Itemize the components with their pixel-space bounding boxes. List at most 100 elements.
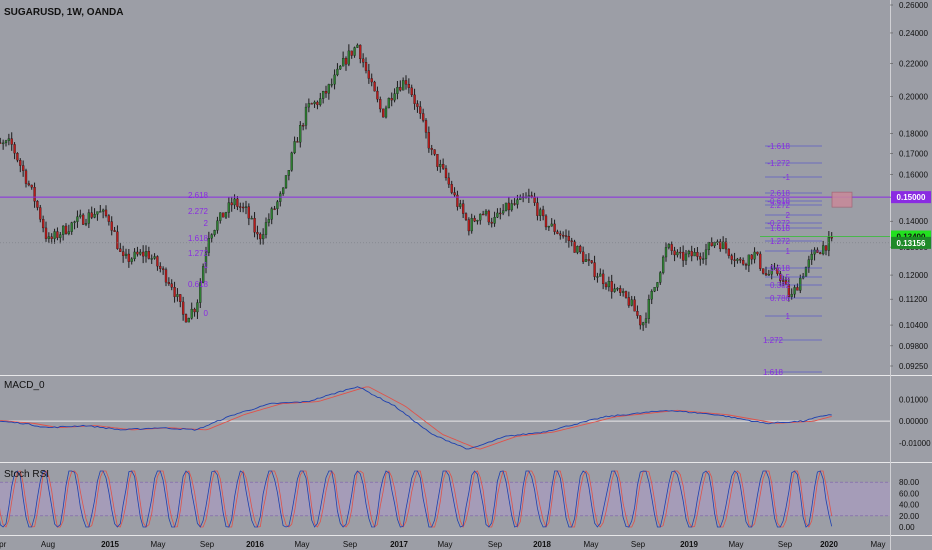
time-axis-label: May (294, 540, 309, 549)
candle-up (684, 253, 688, 261)
time-axis-label: May (150, 540, 165, 549)
candle-up (327, 84, 331, 94)
candle-up (130, 258, 133, 262)
price-tick-label: 0.17000 (899, 149, 928, 158)
candle-up (401, 80, 405, 91)
candle-up (547, 225, 551, 228)
candle-up (124, 253, 128, 256)
candle-up (196, 302, 199, 313)
time-axis-label: May (728, 540, 743, 549)
candle-down (627, 297, 631, 306)
price-tick-label: 0.16000 (899, 171, 928, 180)
candle-up (187, 318, 191, 323)
candle-up (356, 44, 359, 48)
candle-up (584, 259, 588, 262)
candle-down (373, 81, 376, 92)
candle-up (281, 187, 285, 194)
candle-down (27, 183, 31, 186)
time-axis-label: 2020 (820, 540, 838, 549)
candle-down (816, 249, 819, 253)
candle-down (404, 80, 408, 85)
candle-down (567, 236, 571, 241)
candle-up (804, 267, 808, 277)
time-axis-label: Sep (631, 540, 646, 549)
time-axis-label: Aug (41, 540, 55, 549)
candle-down (624, 291, 628, 298)
candle-down (619, 288, 622, 293)
candle-down (499, 212, 502, 215)
candle-down (507, 202, 511, 211)
candle-down (390, 98, 393, 101)
candle-down (553, 223, 556, 232)
candle-down (0, 142, 2, 144)
candle-up (701, 258, 705, 260)
candle-up (810, 253, 813, 260)
candle-down (724, 241, 728, 250)
fib-label-right: -1 (783, 173, 791, 182)
candle-down (559, 233, 562, 236)
candle-down (316, 101, 319, 105)
candle-down (419, 106, 422, 114)
candle-down (727, 248, 731, 256)
candle-down (181, 301, 185, 315)
candle-down (24, 170, 28, 184)
chart-title: SUGARUSD, 1W, OANDA (4, 7, 124, 18)
fib-label-left: 2.618 (188, 191, 209, 200)
candle-down (759, 253, 762, 269)
candle-up (176, 294, 179, 297)
candle-down (436, 154, 439, 167)
fib-label-right: 1.618 (763, 368, 784, 377)
candle-down (179, 294, 182, 303)
candle-down (16, 153, 19, 161)
candle-down (450, 184, 453, 193)
candle-down (787, 284, 791, 297)
candle-up (139, 251, 142, 255)
candle-up (321, 91, 325, 99)
candle-down (710, 242, 713, 247)
candle-down (376, 90, 379, 100)
price-tick-label: 0.10400 (899, 321, 928, 330)
candle-down (533, 196, 536, 203)
candle-up (630, 299, 633, 306)
candle-down (456, 194, 459, 207)
candle-up (607, 281, 611, 288)
candle-down (164, 269, 168, 283)
candle-down (367, 70, 371, 79)
candle-up (393, 93, 396, 101)
candle-down (781, 280, 785, 282)
time-axis-label: Sep (200, 540, 215, 549)
candle-down (513, 203, 516, 205)
candle-up (224, 212, 228, 218)
candle-up (264, 222, 268, 235)
price-tick-label: 0.09250 (899, 362, 928, 371)
fib-label-right: 1.272 (770, 237, 791, 246)
candle-down (590, 260, 593, 263)
candle-down (350, 50, 353, 56)
stoch-rsi-label: Stoch RSI (4, 469, 50, 480)
fib-label-left: 1.272 (188, 249, 209, 258)
candle-up (656, 282, 659, 288)
fib-label-right: 1.618 (770, 224, 791, 233)
candle-up (516, 199, 519, 205)
candle-up (153, 256, 156, 259)
candle-down (359, 44, 362, 60)
candle-down (719, 241, 722, 249)
candle-up (704, 249, 708, 259)
fib-label-right: 1.272 (763, 336, 784, 345)
price-tick-label: 0.26000 (899, 1, 928, 10)
candle-down (670, 244, 673, 251)
candle-up (1, 142, 5, 145)
candle-up (504, 202, 508, 211)
fib-label-right: -1.272 (767, 159, 790, 168)
candle-up (93, 214, 96, 218)
fib-label-left: 2.272 (188, 207, 209, 216)
candle-up (339, 65, 342, 70)
candle-down (416, 103, 419, 107)
candle-up (661, 256, 665, 273)
candle-up (47, 236, 51, 239)
price-badge (891, 236, 931, 249)
candle-down (579, 246, 582, 253)
time-axis-label: May (437, 540, 452, 549)
candle-down (193, 308, 196, 313)
